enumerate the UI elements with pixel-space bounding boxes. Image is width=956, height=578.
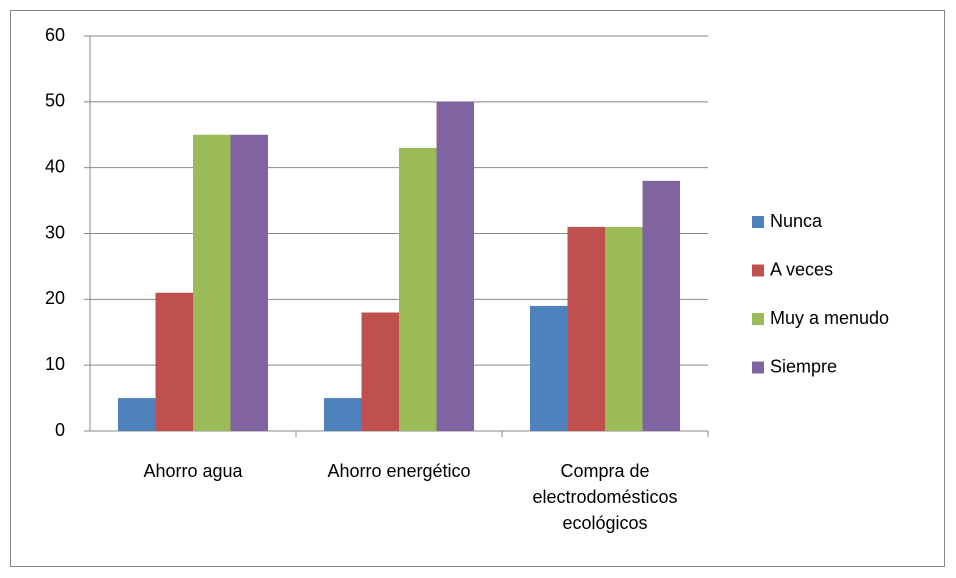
y-tick-label: 20 (45, 288, 65, 308)
bar (399, 147, 437, 431)
x-tick-label: Ahorro agua (143, 461, 243, 481)
chart-border (10, 10, 945, 567)
legend-label: Muy a menudo (770, 308, 889, 328)
x-tick-label: Compra de electrodomésticos ecológicos (532, 461, 678, 533)
bar (530, 305, 568, 431)
legend-label: Siempre (770, 356, 837, 376)
bar (193, 134, 231, 431)
bar (155, 292, 193, 431)
legend-swatch (752, 361, 764, 374)
bar (436, 101, 474, 431)
y-tick-label: 10 (45, 354, 65, 374)
bar (324, 398, 362, 431)
legend-swatch (752, 216, 764, 228)
y-tick-label: 0 (55, 420, 65, 440)
x-tick-label: Ahorro energético (327, 461, 471, 481)
y-tick-label: 60 (45, 25, 65, 45)
legend-label: Nunca (770, 211, 823, 231)
y-tick-label: 50 (45, 91, 65, 111)
legend-label: A veces (770, 259, 833, 279)
bar (230, 134, 268, 431)
legend-swatch (752, 264, 764, 277)
legend-swatch (752, 313, 764, 325)
bar (361, 312, 399, 431)
y-tick-label: 30 (45, 222, 65, 242)
bar (642, 180, 680, 431)
y-tick-label: 40 (45, 156, 65, 176)
bar (567, 226, 605, 431)
bar (118, 398, 156, 431)
bar (605, 226, 643, 431)
